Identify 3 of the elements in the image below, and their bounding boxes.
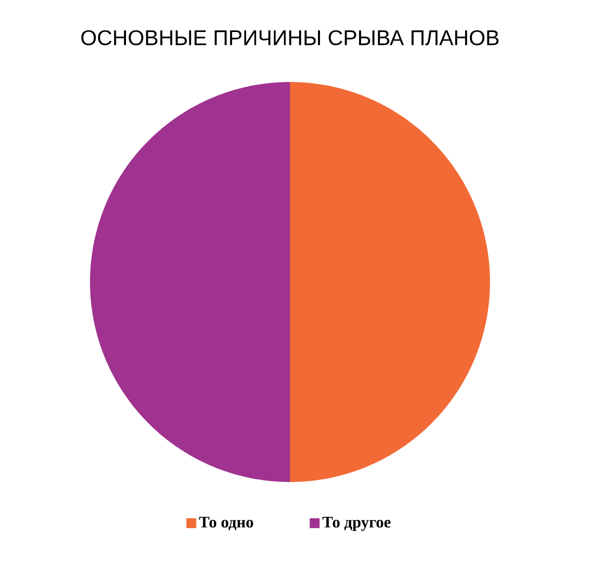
legend-label: То другое xyxy=(322,516,391,531)
legend-label: То одно xyxy=(199,516,254,530)
chart-title: ОСНОВНЫЕ ПРИЧИНЫ СРЫВА ПЛАНОВ xyxy=(81,30,499,46)
